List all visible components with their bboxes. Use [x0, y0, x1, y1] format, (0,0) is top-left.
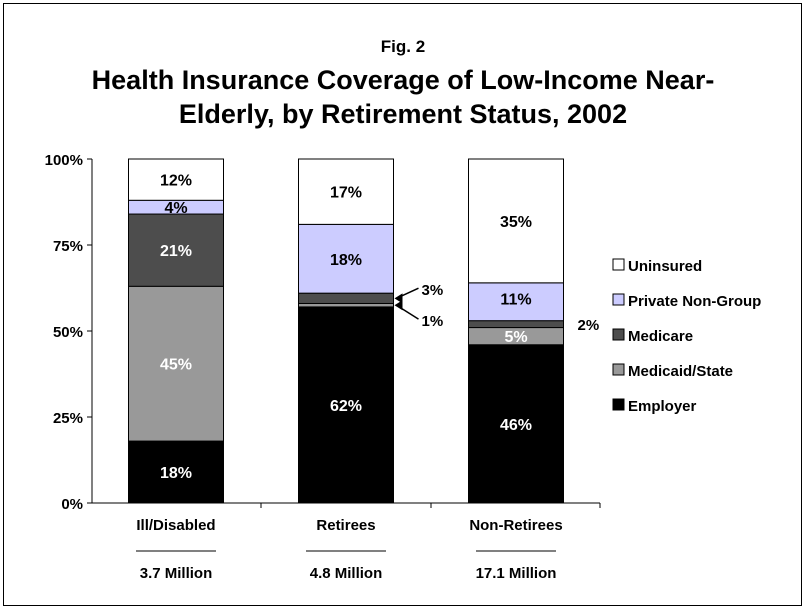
data-label: 1% — [422, 313, 444, 330]
data-label: 17% — [330, 185, 362, 202]
legend-swatch — [612, 293, 625, 306]
bar-segment-uninsured — [128, 158, 224, 201]
fig-label: Fig. 2 — [381, 37, 425, 56]
data-label: 11% — [500, 291, 531, 308]
bar-segment-medicaid-state — [128, 285, 224, 442]
category-label: Retirees — [316, 517, 375, 534]
legend-label: Medicare — [628, 328, 693, 345]
legend-swatch — [612, 258, 625, 271]
bar-segment-employer — [468, 344, 564, 504]
data-label: 3% — [422, 282, 444, 299]
bar-segment-medicare — [128, 213, 224, 287]
chart-title-line-1: Health Insurance Coverage of Low-Income … — [92, 65, 715, 95]
category-label: Ill/Disabled — [136, 517, 215, 534]
category-sublabel: 4.8 Million — [310, 565, 383, 582]
data-label: 4% — [164, 200, 187, 217]
bar-segment-private-non-group — [468, 282, 564, 322]
data-label: 62% — [330, 398, 362, 415]
legend: Uninsured Private Non-Group Medicare Medica… — [612, 258, 761, 415]
category-label: Non-Retirees — [469, 517, 562, 534]
legend-swatch — [612, 398, 625, 411]
bar-segment-employer — [298, 306, 394, 504]
legend-label: Employer — [628, 398, 697, 415]
y-tick-label: 50% — [53, 324, 83, 341]
bar-segment-medicare — [298, 292, 394, 304]
callout-arrowhead — [394, 293, 403, 304]
data-label: 12% — [160, 173, 192, 190]
bar-segment-employer — [128, 440, 224, 504]
legend-label: Medicaid/State — [628, 363, 733, 380]
data-label: 18% — [160, 465, 192, 482]
data-label: 5% — [504, 329, 527, 346]
data-label: 2% — [578, 317, 600, 334]
y-tick-label: 0% — [61, 496, 83, 513]
data-label: 21% — [160, 243, 192, 260]
legend-label: Private Non-Group — [628, 293, 761, 310]
y-tick-label: 25% — [53, 410, 83, 427]
category-sublabel: 17.1 Million — [476, 565, 557, 582]
legend-swatch — [612, 328, 625, 341]
legend-label: Uninsured — [628, 258, 702, 275]
data-label: 45% — [160, 357, 192, 374]
figure-frame — [3, 3, 802, 606]
data-label: 18% — [330, 252, 362, 269]
plot-area: 0% 25% 50% 75% 100% 18% 45% 21% 4% 12% Ill/Disable… — [45, 152, 601, 582]
data-label: 35% — [500, 214, 532, 231]
legend-swatch — [612, 363, 625, 376]
data-label: 46% — [500, 417, 532, 434]
callout-arrowhead — [394, 300, 403, 311]
bar-segment-medicare — [468, 320, 564, 329]
y-tick-label: 100% — [45, 152, 83, 169]
bar-segment-medicaid-state — [298, 302, 394, 308]
y-tick-label: 75% — [53, 238, 83, 255]
chart-title-line-2: Elderly, by Retirement Status, 2002 — [179, 99, 627, 129]
category-sublabel: 3.7 Million — [140, 565, 213, 582]
bar-segment-uninsured — [468, 158, 564, 284]
bar-segment-uninsured — [298, 158, 394, 225]
